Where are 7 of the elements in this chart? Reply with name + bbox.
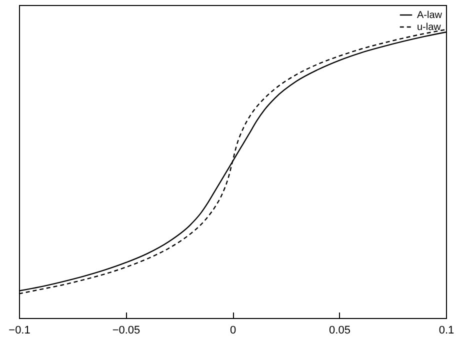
x-tick-label: 0.1 xyxy=(438,324,454,336)
legend-label: A-law xyxy=(417,10,443,21)
x-tick-label: −0.05 xyxy=(112,324,140,336)
x-tick-label: 0 xyxy=(230,324,236,336)
x-tick-label: 0.05 xyxy=(329,324,350,336)
legend-label: u-law xyxy=(417,22,442,33)
x-tick-label: −0.1 xyxy=(8,324,30,336)
